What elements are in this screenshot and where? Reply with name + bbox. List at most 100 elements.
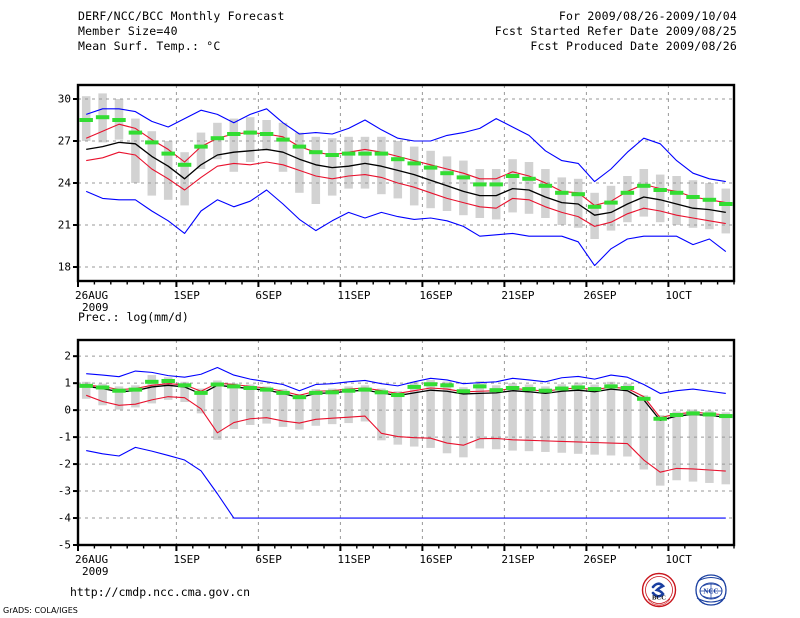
ensemble-spread-bar xyxy=(639,169,649,217)
temperature-quantile-lower xyxy=(86,151,726,227)
ensemble-spread-bar xyxy=(147,375,157,404)
ensemble-spread-bar xyxy=(196,132,206,169)
ensemble-spread-bar xyxy=(245,117,255,162)
ensemble-spread-bar xyxy=(590,384,599,455)
ensemble-spread-bar xyxy=(459,160,468,216)
ensemble-spread-bar xyxy=(163,377,173,400)
precipitation-ensemble-min xyxy=(86,446,726,519)
ensemble-spread-bar xyxy=(98,383,107,406)
ensemble-spread-bar xyxy=(688,409,698,482)
temperature-quantile-upper xyxy=(85,123,726,206)
ensemble-spread-bar xyxy=(573,382,583,454)
temperature-x-tick-label: 21SEP xyxy=(501,289,535,302)
ensemble-spread-bar xyxy=(409,381,419,447)
precipitation-y-tick-label: 0 xyxy=(64,403,71,417)
ensemble-spread-bar xyxy=(426,379,435,448)
precipitation-y-tick-label: -1 xyxy=(57,430,71,444)
precipitation-median-dashes xyxy=(79,379,733,421)
precipitation-group xyxy=(73,338,736,551)
temperature-ensemble-min xyxy=(85,189,727,267)
variable-label-precipitation: Prec.: log(mm/d) xyxy=(78,310,189,324)
ensemble-spread-bar xyxy=(360,385,370,422)
ensemble-spread-bar xyxy=(508,383,517,451)
temperature-y-tick-label: 18 xyxy=(57,260,71,274)
bcc-logo: BCC xyxy=(641,572,677,608)
ensemble-spread-bar xyxy=(606,381,616,456)
ensemble-spread-bar xyxy=(229,118,239,172)
ensemble-spread-bar xyxy=(245,384,255,425)
temperature-x-tick-label: 26AUG xyxy=(75,289,109,302)
forecast-started-date-label: Fcst Started Refer Date 2009/08/25 xyxy=(494,24,737,38)
temperature-x-tick-label: 6SEP xyxy=(255,289,282,302)
temperature-y-tick-label: 27 xyxy=(57,134,71,148)
temperature-group xyxy=(73,83,736,287)
ensemble-spread-bar xyxy=(508,159,517,213)
precipitation-x-tick-label: 1SEP xyxy=(173,553,200,566)
ensemble-spread-bar xyxy=(311,136,321,204)
ensemble-spread-bar xyxy=(360,136,370,189)
precipitation-quantile-upper xyxy=(86,382,726,419)
variable-label-temperature: Mean Surf. Temp.: °C xyxy=(78,39,221,53)
precipitation-x-tick-label: 6SEP xyxy=(255,553,282,566)
ensemble-spread-bar xyxy=(131,385,140,408)
ensemble-spread-bar xyxy=(672,411,681,481)
temperature-y-tick-label: 30 xyxy=(57,92,71,106)
ensemble-spread-bar xyxy=(377,388,386,441)
ensemble-spread-bar xyxy=(344,136,353,189)
ensemble-spread-bar xyxy=(131,118,140,183)
precipitation-grid xyxy=(78,340,734,545)
ensemble-spread-bar xyxy=(672,176,681,225)
precipitation-y-tick-label: -3 xyxy=(57,484,71,498)
precipitation-x-tick-label: 21SEP xyxy=(501,553,535,566)
precipitation-x-tick-label: 1OCT xyxy=(665,553,692,566)
temperature-series xyxy=(85,108,727,267)
ensemble-spread-bar xyxy=(573,178,583,228)
ensemble-spread-bar xyxy=(114,386,124,410)
ensemble-spread-bar xyxy=(721,412,731,485)
ensemble-spread-bar xyxy=(278,389,288,427)
ensemble-spread-bar xyxy=(213,380,222,440)
precipitation-y-tick-label: 2 xyxy=(64,349,71,363)
website-url[interactable]: http://cmdp.ncc.cma.gov.cn xyxy=(70,585,251,599)
precipitation-y-tick-label: -5 xyxy=(57,538,71,552)
precipitation-y-tick-label: 1 xyxy=(64,376,71,390)
temperature-median-dashes xyxy=(79,115,733,209)
ensemble-spread-bar xyxy=(491,169,501,220)
precipitation-quantile-lower xyxy=(86,394,726,473)
precipitation-x-tick-label: 26SEP xyxy=(583,553,617,566)
grads-credit: GrADS: COLA/IGES xyxy=(3,606,78,615)
forecast-produced-date-label: Fcst Produced Date 2009/08/26 xyxy=(530,39,737,53)
ensemble-spread-bar xyxy=(278,122,288,172)
temperature-x-axis-year-label: 2009 xyxy=(82,301,109,314)
ensemble-spread-bar xyxy=(213,122,222,160)
ensemble-spread-bar xyxy=(541,386,550,452)
temperature-x-tick-label: 11SEP xyxy=(337,289,371,302)
ensemble-spread-bar xyxy=(721,188,731,234)
precipitation-ensemble-mean xyxy=(86,384,726,422)
ensemble-spread-bar xyxy=(180,381,189,403)
precipitation-x-tick-label: 11SEP xyxy=(337,553,371,566)
ensemble-spread-bar xyxy=(229,383,239,430)
ensemble-spread-bar xyxy=(639,395,649,470)
ensemble-spread-bar xyxy=(623,176,632,223)
ensemble-spread-bar xyxy=(262,386,271,424)
ensemble-spread-bar xyxy=(311,389,321,426)
logo-group: BCC NCC xyxy=(637,572,745,608)
ensemble-spread-bar xyxy=(688,180,698,228)
temperature-x-tick-label: 1OCT xyxy=(665,289,692,302)
temperature-y-tick-label: 24 xyxy=(57,176,71,190)
temperature-grid xyxy=(78,85,734,281)
temperature-x-tick-label: 26SEP xyxy=(583,289,617,302)
ensemble-spread-bar xyxy=(524,162,534,214)
ensemble-spread-bar xyxy=(426,150,435,209)
ensemble-spread-bar xyxy=(606,185,616,231)
ensemble-spread-bar xyxy=(295,132,304,193)
ensemble-spread-bar xyxy=(327,388,337,425)
ensemble-spread-bar xyxy=(557,177,567,225)
ensemble-spread-bar xyxy=(655,414,665,486)
ensemble-spread-bar xyxy=(557,384,567,453)
member-size-label: Member Size=40 xyxy=(78,24,178,38)
ncc-logo: NCC xyxy=(693,572,729,608)
ensemble-spread-bar xyxy=(705,183,714,230)
